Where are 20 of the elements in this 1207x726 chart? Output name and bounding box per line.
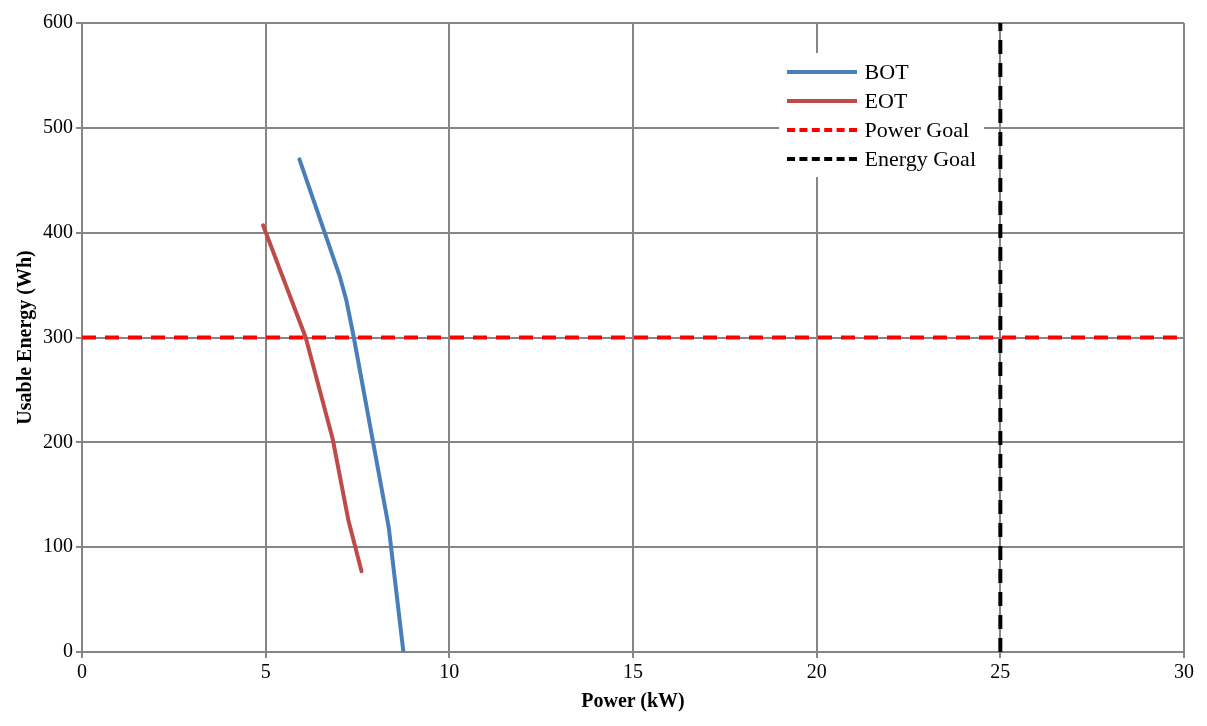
x-tick-label: 10 bbox=[439, 660, 460, 683]
y-tick-label: 400 bbox=[43, 219, 73, 242]
x-tick-label: 15 bbox=[623, 660, 643, 683]
x-tick-label: 0 bbox=[77, 660, 87, 683]
legend-label: BOT bbox=[864, 58, 909, 86]
y-tick-label: 200 bbox=[43, 429, 73, 452]
y-axis-title: Usable Energy (Wh) bbox=[13, 250, 37, 425]
y-tick-label: 0 bbox=[63, 639, 73, 662]
x-axis-title: Power (kW) bbox=[581, 689, 685, 713]
y-tick-label: 500 bbox=[43, 115, 73, 138]
y-tick-label: 300 bbox=[43, 324, 73, 347]
x-tick-label: 25 bbox=[990, 660, 1011, 683]
x-tick-label: 5 bbox=[260, 660, 271, 683]
ref-line-label: Energy Goal bbox=[864, 145, 976, 173]
legend-label: EOT bbox=[864, 87, 908, 115]
y-tick-label: 600 bbox=[43, 10, 73, 33]
x-tick-label: 30 bbox=[1174, 660, 1194, 683]
legend-label: Power Goal bbox=[864, 116, 970, 144]
y-tick-label: 100 bbox=[43, 534, 73, 557]
x-tick-label: 20 bbox=[806, 660, 827, 683]
